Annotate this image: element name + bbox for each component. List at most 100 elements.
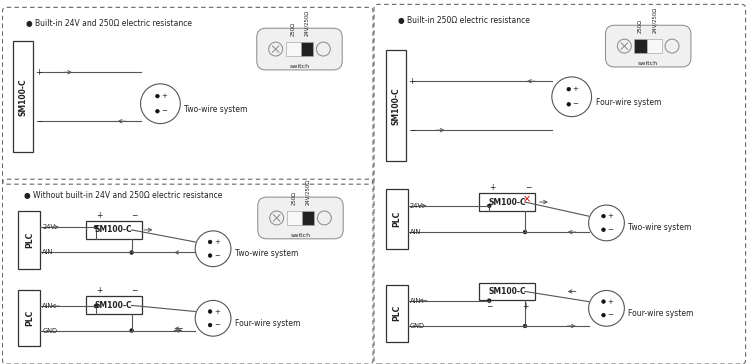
Text: −: − <box>161 108 167 114</box>
FancyBboxPatch shape <box>258 197 344 239</box>
Circle shape <box>94 225 98 229</box>
Circle shape <box>130 251 134 254</box>
Text: SM100-C: SM100-C <box>95 225 133 234</box>
FancyBboxPatch shape <box>605 25 691 67</box>
Bar <box>302 211 314 225</box>
Bar <box>634 39 646 53</box>
Text: −: − <box>131 286 138 296</box>
Text: +: + <box>96 211 102 220</box>
Bar <box>86 221 142 239</box>
Text: Two-wire system: Two-wire system <box>235 249 298 258</box>
Text: −: − <box>608 312 613 318</box>
Text: −: − <box>486 302 493 312</box>
Text: ×: × <box>523 194 531 204</box>
FancyBboxPatch shape <box>256 28 342 70</box>
Text: 24V: 24V <box>42 224 56 230</box>
Text: +: + <box>214 239 220 245</box>
Text: ● Built-in 250Ω electric resistance: ● Built-in 250Ω electric resistance <box>398 16 530 25</box>
Circle shape <box>524 324 526 328</box>
Text: PLC: PLC <box>392 211 401 227</box>
Text: +: + <box>522 302 528 312</box>
Text: GND: GND <box>42 328 57 333</box>
Text: PLC: PLC <box>25 310 34 327</box>
Circle shape <box>156 110 159 113</box>
Text: +: + <box>608 298 613 305</box>
Bar <box>286 211 302 225</box>
Text: Two-wire system: Two-wire system <box>628 223 692 232</box>
Bar <box>18 211 40 269</box>
Text: switch: switch <box>290 233 310 238</box>
Bar <box>386 189 408 249</box>
Circle shape <box>209 254 212 257</box>
Circle shape <box>156 94 159 98</box>
Text: AIN: AIN <box>410 298 421 304</box>
Text: +: + <box>608 213 613 219</box>
Text: AIN: AIN <box>410 229 421 235</box>
Text: +: + <box>214 309 220 314</box>
Bar <box>286 42 301 56</box>
Text: AIN: AIN <box>42 249 53 256</box>
Bar <box>479 282 535 300</box>
Bar <box>301 42 313 56</box>
Text: SM100-C: SM100-C <box>488 287 526 296</box>
Text: switch: switch <box>290 64 310 69</box>
Text: −: − <box>214 322 220 328</box>
Circle shape <box>209 310 212 313</box>
Circle shape <box>209 240 212 244</box>
Circle shape <box>209 323 212 327</box>
Circle shape <box>602 228 605 232</box>
Text: 24V/250Ω: 24V/250Ω <box>652 7 657 33</box>
Text: ● Built-in 24V and 250Ω electric resistance: ● Built-in 24V and 250Ω electric resista… <box>26 19 192 28</box>
Text: 24V/250Ω: 24V/250Ω <box>304 10 310 36</box>
Text: −: − <box>408 126 415 135</box>
Text: SM100-C: SM100-C <box>488 198 526 206</box>
Text: Four-wire system: Four-wire system <box>235 319 300 328</box>
Text: 24V: 24V <box>410 203 423 209</box>
Circle shape <box>130 329 134 332</box>
Text: GND: GND <box>410 323 424 329</box>
Circle shape <box>602 313 605 317</box>
Text: −: − <box>214 253 220 258</box>
Bar <box>18 290 40 346</box>
Bar <box>386 50 406 161</box>
Text: 24V/250Ω: 24V/250Ω <box>305 179 310 205</box>
Text: −: − <box>525 183 532 192</box>
Text: Four-wire system: Four-wire system <box>628 309 694 318</box>
Text: −: − <box>131 211 138 220</box>
Circle shape <box>488 204 491 207</box>
Text: ● Without built-in 24V and 250Ω electric resistance: ● Without built-in 24V and 250Ω electric… <box>24 191 223 200</box>
Text: SM100-C: SM100-C <box>392 87 400 124</box>
Circle shape <box>94 304 98 308</box>
Text: +: + <box>35 68 42 77</box>
Text: 250Ω: 250Ω <box>291 22 296 36</box>
Text: −: − <box>608 227 613 233</box>
Text: 250Ω: 250Ω <box>638 19 643 33</box>
Text: +: + <box>408 77 415 86</box>
Circle shape <box>524 230 526 234</box>
Text: +: + <box>161 93 167 99</box>
Text: +: + <box>96 286 102 296</box>
Text: SM100-C: SM100-C <box>19 78 28 116</box>
Text: PLC: PLC <box>392 305 401 321</box>
Circle shape <box>602 214 605 218</box>
Circle shape <box>602 300 605 303</box>
Bar <box>13 41 33 153</box>
Text: −: − <box>35 117 42 126</box>
Bar <box>386 285 408 342</box>
Circle shape <box>567 87 571 91</box>
Text: +: + <box>573 86 578 92</box>
Bar <box>86 296 142 314</box>
Text: 250Ω: 250Ω <box>292 191 297 205</box>
Text: Four-wire system: Four-wire system <box>596 98 661 107</box>
Text: SM100-C: SM100-C <box>95 301 133 310</box>
Text: +: + <box>489 183 496 192</box>
Text: PLC: PLC <box>25 232 34 248</box>
Bar <box>646 39 662 53</box>
Text: AIN: AIN <box>42 303 53 309</box>
Circle shape <box>567 103 571 106</box>
Bar <box>479 193 535 211</box>
Text: switch: switch <box>638 61 658 66</box>
Circle shape <box>488 299 491 302</box>
Text: Two-wire system: Two-wire system <box>184 105 248 114</box>
Text: −: − <box>573 101 578 107</box>
